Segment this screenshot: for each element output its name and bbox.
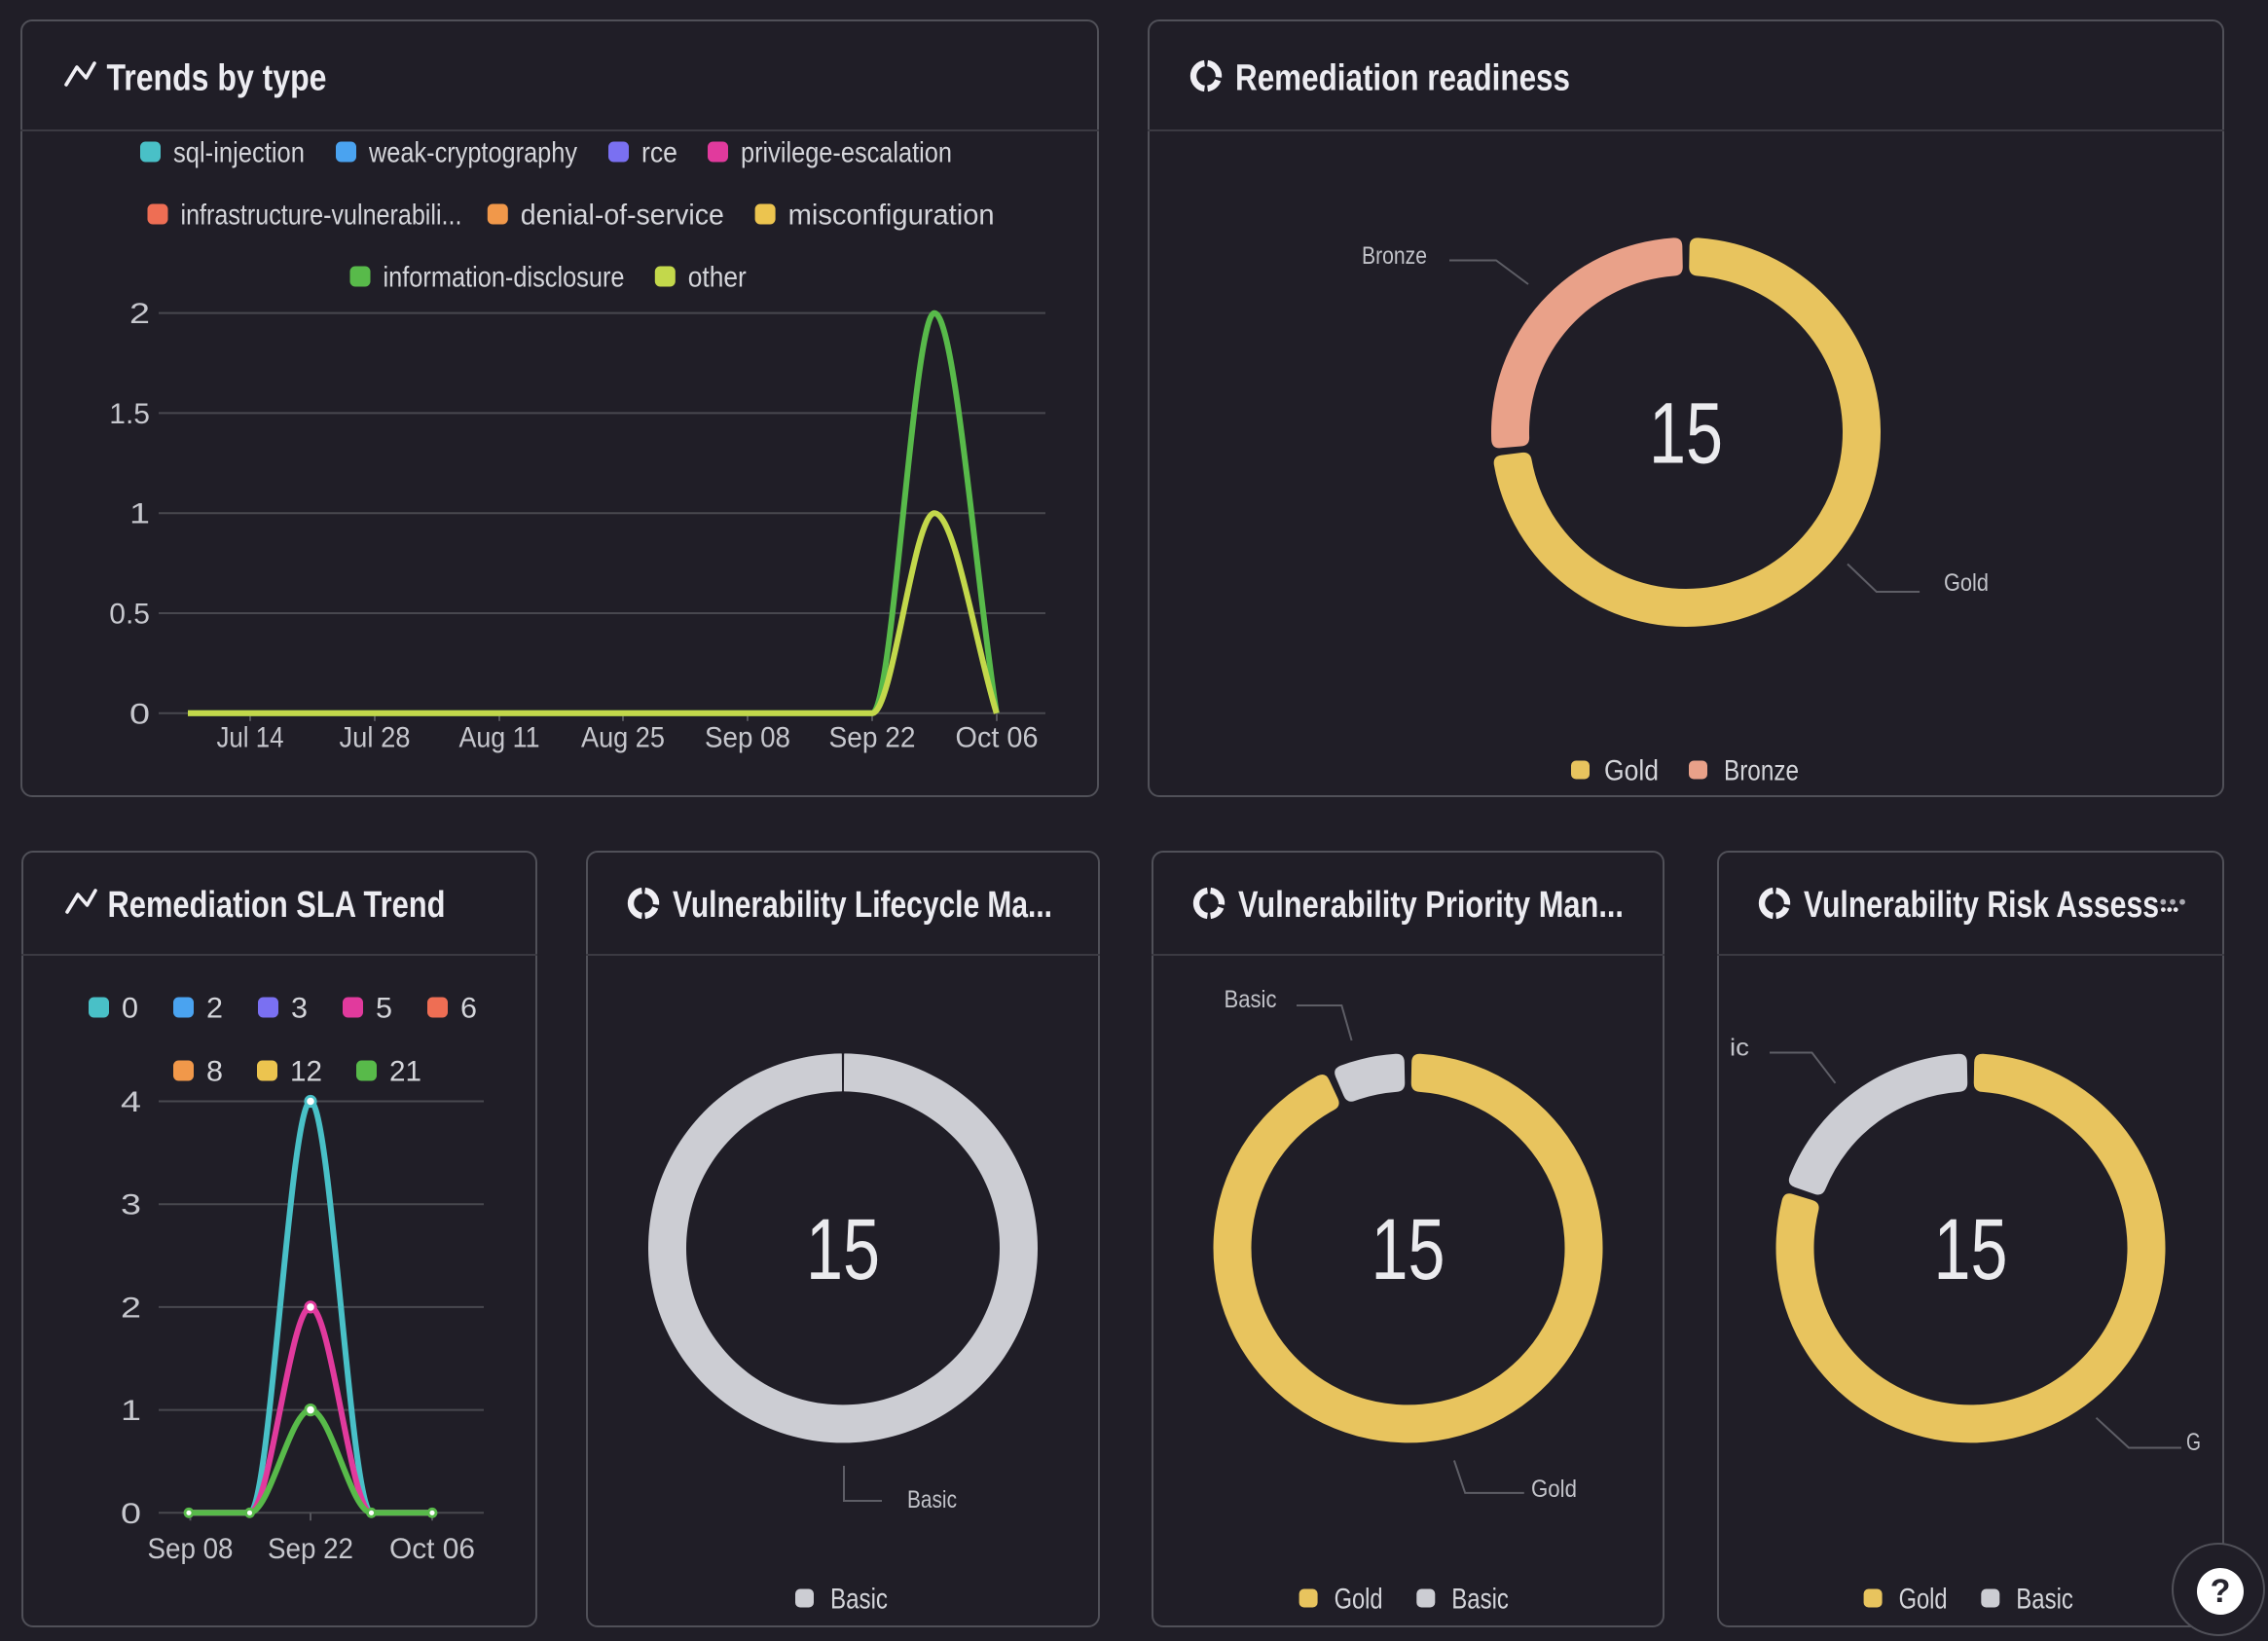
svg-text:Jul 28: Jul 28 [340, 722, 411, 754]
svg-text:3: 3 [291, 993, 308, 1025]
svg-text:8: 8 [206, 1056, 223, 1088]
svg-text:Aug 11: Aug 11 [459, 722, 540, 754]
svg-text:2: 2 [129, 298, 150, 330]
svg-text:Aug 25: Aug 25 [581, 722, 665, 754]
svg-text:15: 15 [1934, 1200, 2008, 1297]
svg-text:4: 4 [121, 1086, 141, 1118]
svg-text:Trends by type: Trends by type [107, 58, 327, 99]
svg-text:Remediation SLA Trend: Remediation SLA Trend [108, 885, 446, 926]
svg-text:Gold: Gold [1335, 1584, 1383, 1616]
svg-text:Remediation readiness: Remediation readiness [1235, 58, 1570, 99]
svg-text:Basic: Basic [2016, 1584, 2073, 1616]
svg-text:denial-of-service: denial-of-service [521, 200, 724, 232]
svg-text:Sep 08: Sep 08 [148, 1533, 234, 1565]
svg-text:0: 0 [122, 993, 138, 1025]
svg-text:rce: rce [641, 137, 677, 169]
svg-text:misconfiguration: misconfiguration [788, 200, 995, 232]
svg-text:Gold: Gold [1899, 1584, 1948, 1616]
svg-text:0: 0 [129, 698, 150, 730]
svg-text:Sep 08: Sep 08 [705, 722, 790, 754]
svg-text:information-disclosure: information-disclosure [384, 262, 625, 294]
svg-text:G: G [2186, 1429, 2201, 1456]
svg-text:weak-cryptography: weak-cryptography [368, 137, 577, 169]
svg-text:ic: ic [1730, 1035, 1749, 1062]
svg-text:15: 15 [1372, 1200, 1445, 1297]
svg-text:Basic: Basic [830, 1584, 888, 1616]
svg-text:15: 15 [806, 1200, 880, 1297]
svg-text:sql-injection: sql-injection [173, 137, 305, 169]
svg-text:Basic: Basic [1225, 986, 1277, 1013]
svg-text:5: 5 [376, 993, 392, 1025]
svg-text:Vulnerability Lifecycle Ma...: Vulnerability Lifecycle Ma... [673, 885, 1052, 926]
svg-text:Gold: Gold [1531, 1476, 1577, 1503]
svg-text:0: 0 [121, 1498, 141, 1530]
svg-text:Basic: Basic [1451, 1584, 1509, 1616]
svg-text:Gold: Gold [1944, 569, 1989, 597]
svg-text:Jul 14: Jul 14 [217, 722, 284, 754]
svg-text:privilege-escalation: privilege-escalation [741, 137, 952, 169]
svg-text:2: 2 [206, 993, 223, 1025]
svg-text:2: 2 [121, 1292, 141, 1324]
svg-text:Bronze: Bronze [1362, 242, 1427, 270]
svg-text:21: 21 [389, 1056, 421, 1088]
svg-text:12: 12 [290, 1056, 322, 1088]
svg-text:Sep 22: Sep 22 [268, 1533, 353, 1565]
svg-text:1.5: 1.5 [109, 398, 150, 430]
svg-text:0.5: 0.5 [109, 599, 150, 631]
svg-text:Gold: Gold [1604, 755, 1659, 787]
svg-text:other: other [688, 262, 747, 294]
svg-text:Vulnerability Priority Man...: Vulnerability Priority Man... [1238, 885, 1624, 926]
svg-text:3: 3 [121, 1189, 141, 1222]
svg-text:Oct 06: Oct 06 [956, 722, 1039, 754]
svg-text:Sep 22: Sep 22 [829, 722, 916, 754]
svg-text:1: 1 [129, 498, 150, 530]
svg-text:6: 6 [460, 993, 477, 1025]
svg-text:infrastructure-vulnerabili...: infrastructure-vulnerabili... [181, 200, 462, 232]
svg-text:Bronze: Bronze [1724, 755, 1799, 787]
svg-text:Basic: Basic [907, 1486, 957, 1513]
svg-text:Oct 06: Oct 06 [389, 1533, 475, 1565]
svg-text:15: 15 [1649, 384, 1723, 482]
svg-text:Vulnerability Risk Assess: Vulnerability Risk Assess [1804, 885, 2159, 926]
svg-text:1: 1 [121, 1395, 141, 1427]
